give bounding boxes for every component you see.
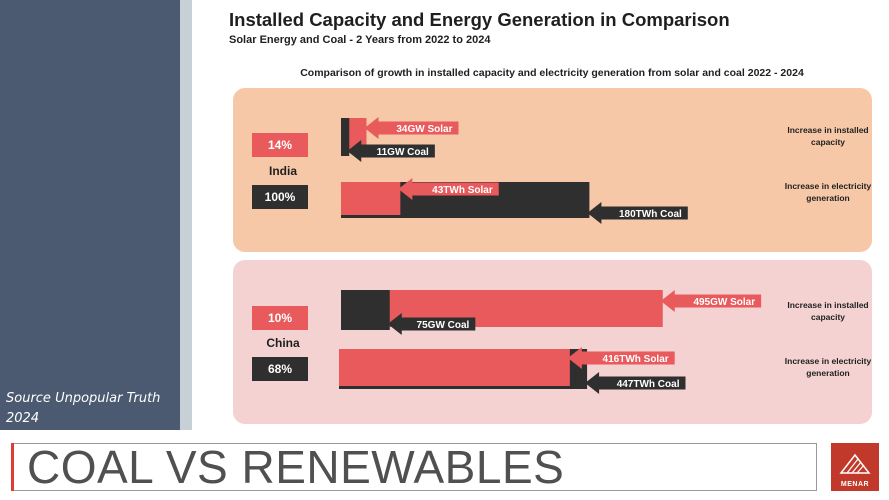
india-capacity-coal-arrow-shape [347,140,435,162]
india-generation-solar-arrow: 43TWh Solar [398,178,499,200]
logo-text: MENAR [840,481,870,488]
india-generation-percent: 100% [252,185,308,209]
india-capacity-coal-bar [341,118,350,156]
india-country-label: India [268,164,297,178]
china-generation-solar-arrow-shape [567,347,675,369]
menar-logo: MENAR [831,443,879,491]
slide-subtitle: Solar Energy and Coal - 2 Years from 202… [229,34,491,46]
china-capacity-coal-label: 75GW Coal [417,320,470,331]
india-capacity-solar-arrow: 34GW Solar [364,117,459,139]
india-generation-solar-bar [341,182,401,215]
india-capacity-coal-label: 11GW Coal [377,147,429,158]
footer-accent-bar [11,443,14,491]
china-generation-solar-label: 416TWh Solar [603,354,669,365]
china-capacity-coal-arrow: 75GW Coal [387,313,476,335]
india-generation-coal-arrow: 180TWh Coal [587,202,688,224]
india-generation-solar-label: 43TWh Solar [432,185,493,196]
left-sidebar-panel [0,0,180,430]
india-capacity-solar-arrow-shape [364,117,459,139]
china-capacity-solar-arrow-shape [660,290,762,312]
source-note: Source Unpopular Truth 2024 [6,391,161,426]
china-generation-solar-arrow: 416TWh Solar [567,347,675,369]
india-capacity-metric-label: Increase in installed capacity [787,125,869,147]
chart-title: Comparison of growth in installed capaci… [300,67,804,79]
india-generation-metric-label: Increase in electricity generation [784,181,872,203]
india-capacity-percent: 14% [252,133,308,157]
china-capacity-coal-bar [341,290,390,330]
india-capacity-solar-label: 34GW Solar [396,124,452,135]
china-generation-percent: 68% [252,357,308,381]
china-capacity-metric-label: Increase in installed capacity [787,300,869,322]
china-capacity-percent: 10% [252,306,308,330]
footer-title: COAL VS RENEWABLES [27,441,565,493]
slide-title: Installed Capacity and Energy Generation… [229,9,730,30]
china-generation-coal-label: 447TWh Coal [617,379,680,390]
china-generation-metric-label: Increase in electricity generation [784,356,872,378]
left-sidebar-stripe [180,0,192,430]
india-generation-coal-arrow-shape [587,202,688,224]
footer-banner [11,443,817,491]
china-generation-coal-arrow-shape [585,372,686,394]
china-generation-coal-arrow: 447TWh Coal [585,372,686,394]
china-panel [233,260,872,424]
logo-mark-icon [839,453,871,474]
china-capacity-solar-arrow: 495GW Solar [660,290,762,312]
china-capacity-solar-label: 495GW Solar [693,297,755,308]
india-capacity-coal-arrow: 11GW Coal [347,140,435,162]
china-generation-solar-bar [339,349,570,386]
china-country-label: China [266,336,300,350]
india-generation-coal-label: 180TWh Coal [619,209,682,220]
china-capacity-coal-arrow-shape [387,313,476,335]
india-generation-solar-arrow-shape [398,178,499,200]
india-panel [233,88,872,252]
